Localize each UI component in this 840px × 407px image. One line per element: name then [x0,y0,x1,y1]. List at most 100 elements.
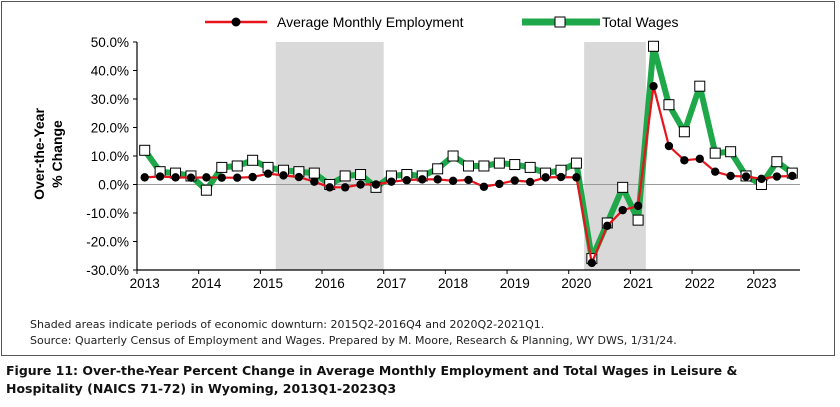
legend-employment-label: Average Monthly Employment [277,14,464,30]
total-wages-point [771,156,783,168]
employment-point [202,173,211,182]
y-axis-label: Over-the-Year% Change [31,108,65,200]
employment-point [263,169,273,178]
employment-point [695,154,704,164]
total-wages-point [231,160,243,172]
employment-point [186,173,196,182]
line-chart: 50.0% 40.0% 30.0% 20.0% 10.0% 0.0% -10.0% -20.0… [31,14,800,291]
employment-point [757,174,766,183]
total-wages-point [663,99,675,111]
total-wages-point [524,161,536,173]
x-tick-label: 2018 [438,276,468,291]
x-tick-label: 2016 [315,276,345,291]
x-tick-label: 2021 [623,276,653,291]
employment-point [418,175,427,184]
y-axis-label-line-1: Over-the-Year [31,108,47,200]
total-wages-point [617,181,629,193]
employment-point [402,176,412,185]
employment-point [464,175,473,185]
employment-point [680,156,689,165]
total-wages-point [725,146,737,158]
recession-shading [275,42,646,270]
total-wages-point [308,167,320,179]
employment-point [649,81,658,91]
x-tick-label: 2020 [561,276,591,291]
x-tick-label: 2015 [253,276,283,291]
total-wages-point [216,161,228,173]
total-wages-point [139,144,151,156]
employment-point [356,180,365,189]
total-wages-point [678,126,690,138]
total-wages-point [247,154,259,166]
x-tick-label: 2022 [685,276,715,291]
total-wages-point [694,80,706,92]
employment-point [664,141,674,151]
shading-note: Shaded areas indicate periods of economi… [30,318,545,331]
x-tick-label: 2019 [500,276,530,291]
employment-point [788,171,797,181]
y-tick-label: -30.0% [86,263,129,278]
shaded-period-1 [275,42,384,270]
shaded-period-2 [584,42,646,270]
x-tick-label: 2017 [376,276,406,291]
y-tick-label: 20.0% [91,121,129,136]
legend-wages-marker [554,16,566,28]
employment-point [448,176,458,185]
total-wages-point [709,147,721,159]
source-note: Source: Quarterly Census of Employment a… [30,334,677,347]
legend-wages-label: Total Wages [602,14,679,30]
employment-point [726,171,735,181]
employment-point [387,177,396,186]
employment-point [433,175,442,184]
legend: Average Monthly Employment Total Wages [205,14,679,30]
legend-employment-marker [231,17,241,27]
employment-point [248,172,257,182]
total-wages-point [447,150,459,162]
y-tick-label: -20.0% [86,235,129,250]
total-wages-point [463,160,474,172]
employment-point [525,177,535,187]
employment-point [325,183,334,192]
employment-point [603,221,612,231]
y-axis-label-line-2: % Change [49,120,65,188]
employment-point [371,180,381,189]
x-tick-label: 2014 [191,276,222,291]
employment-point [140,173,149,182]
total-wages-point [632,214,644,226]
y-tick-label: 40.0% [91,64,129,79]
employment-point [541,173,550,182]
employment-line [144,85,793,264]
total-wages-point [509,159,521,171]
y-tick-label: 30.0% [91,92,129,107]
employment-point [587,258,597,268]
employment-point [741,172,751,181]
employment-point [510,176,519,185]
chart-frame [1,1,835,356]
figure-caption: Figure 11: Over-the-Year Percent Change … [6,363,738,396]
y-tick-label: 0.0% [98,178,129,193]
employment-point [217,173,227,182]
total-wages-point [432,163,444,175]
employment-point [340,183,350,192]
employment-point [572,173,581,182]
employment-point [233,173,242,182]
employment-point [556,172,566,182]
series-layer [139,40,798,268]
total-wages-line [142,43,795,262]
y-tick-label: 50.0% [91,35,129,50]
employment-point [171,173,180,182]
employment-point [479,182,489,191]
y-tick-label: 10.0% [91,149,129,164]
total-wages-point [339,170,351,182]
x-tick-label: 2013 [130,276,160,291]
employment-point [633,201,643,211]
x-tick-label: 2023 [746,276,776,291]
total-wages-point [478,160,490,172]
total-wages-point [648,40,660,52]
total-wages-point [355,169,367,181]
employment-point [710,167,720,176]
axes: 50.0% 40.0% 30.0% 20.0% 10.0% 0.0% -10.0% -20.0… [86,35,800,291]
employment-point [310,177,319,186]
y-tick-label: -10.0% [86,206,129,221]
employment-point [772,172,782,181]
